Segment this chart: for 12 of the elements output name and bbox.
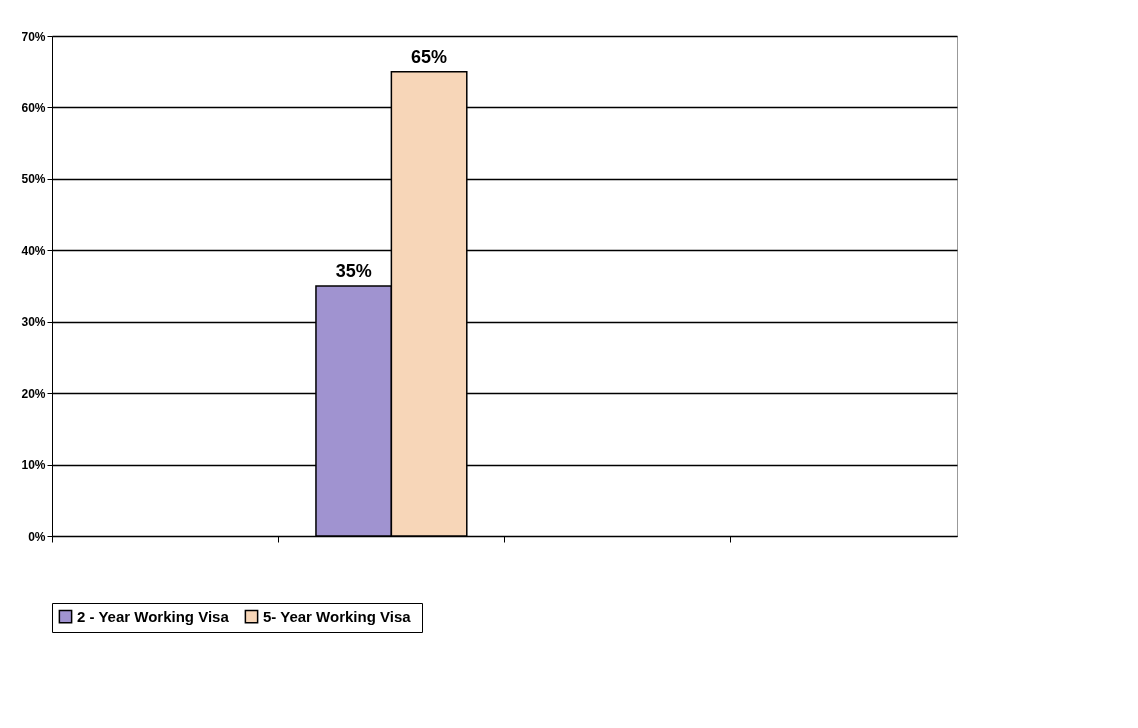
y-tick-label: 20%	[21, 386, 46, 401]
legend-label: 5- Year Working Visa	[263, 607, 412, 625]
legend-label: 2 - Year Working Visa	[77, 607, 230, 625]
data-label: 65%	[411, 46, 448, 67]
y-tick-label: 40%	[21, 243, 46, 258]
y-tick-label: 60%	[21, 100, 46, 115]
y-tick-label: 10%	[21, 458, 46, 473]
y-tick-label: 30%	[21, 315, 46, 330]
y-tick-label: 0%	[28, 529, 46, 544]
y-tick-label: 70%	[21, 29, 46, 44]
data-label: 35%	[335, 261, 372, 281]
y-tick-label: 50%	[21, 172, 46, 187]
